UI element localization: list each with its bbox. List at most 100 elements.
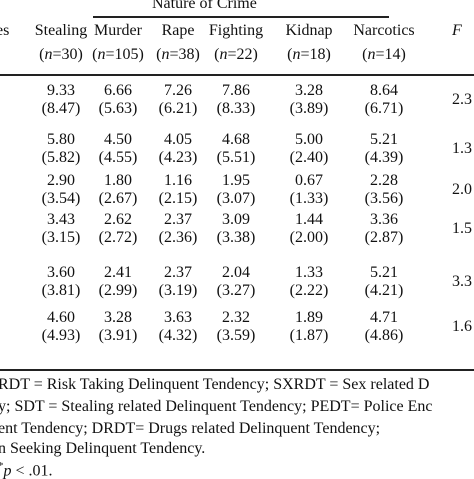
cell-mean: 2.04 — [222, 264, 250, 281]
cell-mean: 3.60 — [47, 264, 75, 281]
cell-mean: 4.68 — [222, 131, 250, 148]
cell-sd: (2.87) — [364, 229, 404, 246]
cell-sd: (3.54) — [41, 190, 81, 207]
cell-mean: 4.71 — [370, 309, 398, 326]
cell-sd: (4.32) — [158, 327, 198, 344]
sig-star: * — [0, 460, 4, 472]
cell-sd: (2.40) — [289, 149, 329, 166]
column-header-6: Narcotics — [353, 22, 415, 39]
cell-mean: 4.50 — [104, 131, 132, 148]
cell-mean: 5.00 — [295, 131, 323, 148]
significance-note: *p < .01. — [0, 458, 53, 479]
cell-sd: (3.07) — [216, 190, 256, 207]
cell-mean: 2.37 — [164, 211, 192, 228]
column-n-4: (n=22) — [214, 46, 258, 63]
cell-mean: 1.80 — [104, 172, 132, 189]
cell-f-value: 2.3 — [452, 91, 472, 108]
cell-sd: (6.71) — [364, 100, 404, 117]
sig-rest: < .01. — [11, 462, 53, 479]
cell-sd: (8.33) — [216, 100, 256, 117]
note-line-3: ent Tendency; DRDT= Drugs related Delinq… — [0, 420, 381, 437]
cell-mean: 5.80 — [47, 131, 75, 148]
cell-sd: (3.81) — [41, 282, 81, 299]
cell-mean: 1.89 — [295, 309, 323, 326]
cell-mean: 1.95 — [222, 172, 250, 189]
cell-sd: (2.22) — [289, 282, 329, 299]
cell-sd: (3.56) — [364, 190, 404, 207]
cell-sd: (2.36) — [158, 229, 198, 246]
cell-sd: (4.21) — [364, 282, 404, 299]
cell-sd: (5.63) — [98, 100, 138, 117]
cell-mean: 3.36 — [370, 211, 398, 228]
cell-sd: (2.67) — [98, 190, 138, 207]
cell-mean: 2.28 — [370, 172, 398, 189]
cell-mean: 8.64 — [370, 82, 398, 99]
cell-mean: 2.32 — [222, 309, 250, 326]
cell-sd: (3.15) — [41, 229, 81, 246]
cell-sd: (2.72) — [98, 229, 138, 246]
column-header-2: Murder — [94, 22, 142, 39]
cell-mean: 4.60 — [47, 309, 75, 326]
cell-sd: (4.39) — [364, 149, 404, 166]
cell-mean: 5.21 — [370, 264, 398, 281]
column-n-2: (n=105) — [92, 46, 144, 63]
cell-mean: 9.33 — [47, 82, 75, 99]
column-header-1: Stealing — [34, 22, 88, 39]
cell-sd: (2.00) — [289, 229, 329, 246]
cell-sd: (4.93) — [41, 327, 81, 344]
cell-mean: 1.44 — [295, 211, 323, 228]
cell-mean: 2.41 — [104, 264, 132, 281]
f-header: F — [452, 22, 462, 39]
cell-mean: 7.86 — [222, 82, 250, 99]
cell-mean: 0.67 — [295, 172, 323, 189]
column-n-1: (n=30) — [39, 46, 83, 63]
note-line-4: n Seeking Delinquent Tendency. — [0, 440, 206, 457]
cell-mean: 4.05 — [164, 131, 192, 148]
cell-sd: (3.19) — [158, 282, 198, 299]
cell-sd: (3.91) — [98, 327, 138, 344]
table-rule-bottom — [0, 369, 474, 371]
sig-p: p — [3, 462, 12, 479]
cell-mean: 3.63 — [164, 309, 192, 326]
column-n-3: (n=38) — [156, 46, 200, 63]
cell-mean: 3.28 — [295, 82, 323, 99]
cell-sd: (2.15) — [158, 190, 198, 207]
column-n-6: (n=14) — [362, 46, 406, 63]
cell-mean: 2.90 — [47, 172, 75, 189]
header-rule-top — [93, 16, 389, 18]
column-header-3: Rape — [161, 22, 195, 39]
cell-mean: 3.43 — [47, 211, 75, 228]
cell-f-value: 1.3 — [452, 140, 472, 157]
note-line-2: y; SDT = Stealing related Delinquent Ten… — [0, 398, 433, 415]
cell-sd: (1.87) — [289, 327, 329, 344]
column-n-5: (n=18) — [287, 46, 331, 63]
cell-sd: (1.33) — [289, 190, 329, 207]
cell-f-value: 1.6 — [452, 318, 472, 335]
cell-sd: (3.89) — [289, 100, 329, 117]
cell-sd: (8.47) — [41, 100, 81, 117]
header-rule-bottom — [0, 74, 474, 76]
cell-sd: (3.38) — [216, 229, 256, 246]
column-header-4: Fighting — [208, 22, 264, 39]
cell-mean: 1.16 — [164, 172, 192, 189]
cell-sd: (6.21) — [158, 100, 198, 117]
cell-mean: 2.37 — [164, 264, 192, 281]
note-line-1: RDT = Risk Taking Delinquent Tendency; S… — [0, 376, 430, 393]
cell-sd: (5.82) — [41, 149, 81, 166]
column-header-0: es — [0, 22, 10, 39]
cell-sd: (4.23) — [158, 149, 198, 166]
cell-mean: 7.26 — [164, 82, 192, 99]
column-header-5: Kidnap — [285, 22, 333, 39]
cell-f-value: 3.3 — [452, 273, 472, 290]
group-header: Nature of Crime — [152, 0, 257, 12]
cell-f-value: 1.5 — [452, 220, 472, 237]
cell-mean: 5.21 — [370, 131, 398, 148]
cell-sd: (4.55) — [98, 149, 138, 166]
cell-mean: 6.66 — [104, 82, 132, 99]
cell-mean: 3.28 — [104, 309, 132, 326]
cell-sd: (3.59) — [216, 327, 256, 344]
cell-mean: 3.09 — [222, 211, 250, 228]
cell-mean: 2.62 — [104, 211, 132, 228]
cell-f-value: 2.0 — [452, 181, 472, 198]
